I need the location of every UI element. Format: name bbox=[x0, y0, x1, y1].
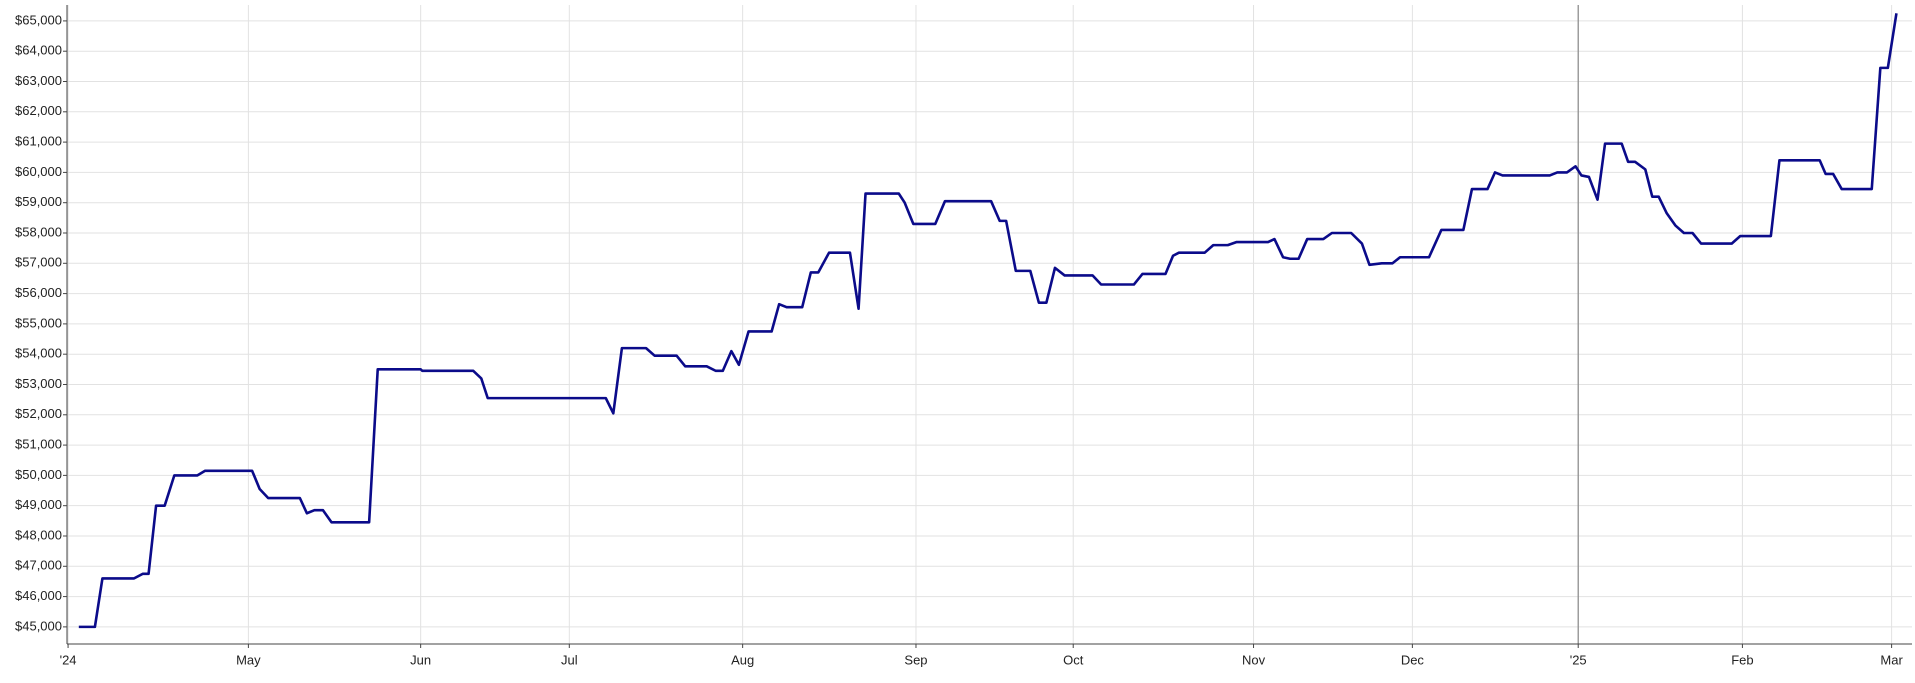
y-tick-label: $60,000 bbox=[15, 164, 62, 179]
y-tick-label: $56,000 bbox=[15, 285, 62, 300]
y-tick-label: $64,000 bbox=[15, 43, 62, 58]
x-tick-label: Jun bbox=[410, 652, 431, 667]
y-tick-label: $53,000 bbox=[15, 376, 62, 391]
y-tick-label: $55,000 bbox=[15, 315, 62, 330]
y-tick-label: $51,000 bbox=[15, 437, 62, 452]
y-tick-label: $57,000 bbox=[15, 255, 62, 270]
y-tick-label: $63,000 bbox=[15, 73, 62, 88]
x-tick-label: Dec bbox=[1401, 652, 1425, 667]
y-tick-label: $50,000 bbox=[15, 467, 62, 482]
y-tick-label: $54,000 bbox=[15, 346, 62, 361]
y-tick-label: $62,000 bbox=[15, 103, 62, 118]
x-tick-label: '25 bbox=[1570, 652, 1587, 667]
y-tick-label: $47,000 bbox=[15, 558, 62, 573]
y-tick-label: $49,000 bbox=[15, 497, 62, 512]
x-tick-label: Sep bbox=[904, 652, 927, 667]
y-tick-label: $48,000 bbox=[15, 527, 62, 542]
x-tick-label: May bbox=[236, 652, 261, 667]
y-tick-label: $65,000 bbox=[15, 12, 62, 27]
y-tick-label: $61,000 bbox=[15, 134, 62, 149]
y-tick-label: $46,000 bbox=[15, 588, 62, 603]
y-tick-label: $52,000 bbox=[15, 406, 62, 421]
x-tick-label: Aug bbox=[731, 652, 754, 667]
x-tick-label: Jul bbox=[561, 652, 578, 667]
x-tick-label: Nov bbox=[1242, 652, 1266, 667]
x-tick-label: Mar bbox=[1880, 652, 1903, 667]
price-line bbox=[78, 13, 1898, 629]
y-tick-label: $59,000 bbox=[15, 194, 62, 209]
x-tick-label: Feb bbox=[1731, 652, 1753, 667]
x-tick-label: Oct bbox=[1063, 652, 1084, 667]
x-tick-label: '24 bbox=[60, 652, 77, 667]
y-tick-label: $45,000 bbox=[15, 618, 62, 633]
y-tick-label: $58,000 bbox=[15, 224, 62, 239]
